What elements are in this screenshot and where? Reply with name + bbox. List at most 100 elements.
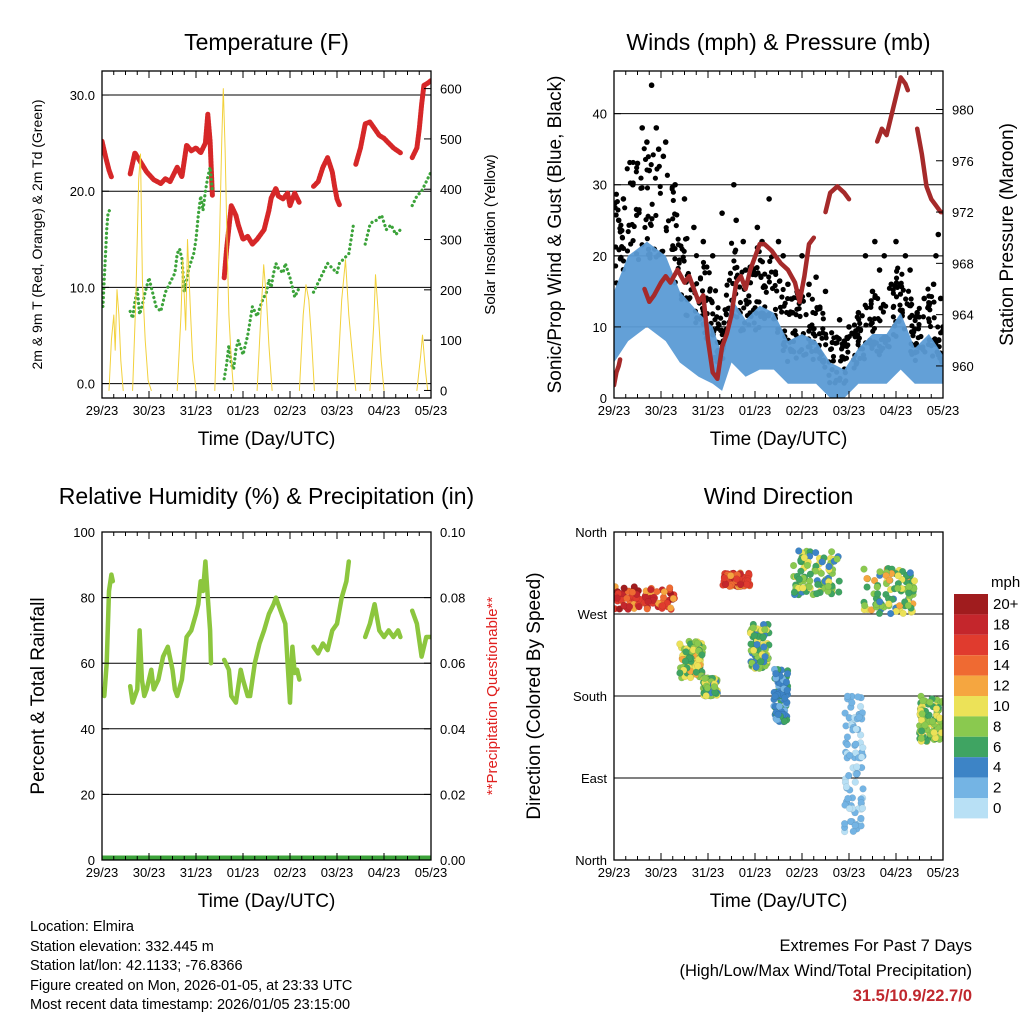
direction-point — [628, 588, 637, 596]
x-tick-label: 31/23 — [692, 865, 725, 880]
direction-point — [623, 594, 631, 602]
gust-point — [760, 284, 766, 291]
y2-tick-label: 0.00 — [440, 853, 465, 868]
x-tick-label: 30/23 — [645, 403, 678, 418]
direction-point — [843, 733, 852, 741]
x-axis-label: Time (Day/UTC) — [710, 429, 848, 450]
gust-point — [742, 267, 749, 273]
gust-point — [614, 198, 620, 205]
gust-point — [855, 309, 862, 316]
gust-point — [754, 299, 760, 305]
direction-point — [759, 633, 767, 641]
gust-point — [719, 210, 725, 216]
gust-point — [774, 288, 780, 294]
panel-winds: Winds (mph) & Pressure (mb) 29/23 30/23 31/… — [545, 29, 1018, 450]
gust-point — [888, 281, 895, 288]
series-solar-insolation — [132, 153, 152, 391]
y-tick-label: 20 — [81, 787, 95, 802]
direction-point — [930, 729, 938, 737]
gust-point — [664, 172, 670, 178]
direction-point — [835, 588, 843, 596]
direction-point — [795, 547, 803, 555]
direction-point — [873, 583, 881, 591]
gust-point — [768, 269, 775, 275]
gust-point — [820, 316, 826, 322]
x-axis-label: Time (Day/UTC) — [710, 891, 848, 912]
direction-point — [899, 609, 907, 617]
direction-point — [917, 734, 925, 742]
gust-point — [644, 236, 650, 242]
legend-swatch — [954, 614, 988, 635]
series-station-pressure — [823, 184, 852, 215]
gust-point — [766, 196, 772, 202]
gust-point — [675, 236, 681, 242]
gust-point — [806, 292, 812, 298]
direction-point — [874, 590, 882, 598]
gust-point — [931, 299, 937, 305]
gust-point — [907, 314, 913, 321]
gust-point — [660, 153, 667, 160]
gust-point — [897, 302, 903, 308]
y2-tick-label: 964 — [952, 308, 974, 323]
series-station-pressure — [614, 357, 623, 388]
gust-point — [639, 125, 645, 131]
gust-point — [777, 304, 784, 310]
gust-point — [893, 294, 900, 300]
gust-point — [812, 310, 818, 317]
y2-tick-label: 0 — [440, 383, 447, 398]
direction-point — [853, 763, 861, 771]
gust-point — [758, 273, 764, 279]
direction-point — [824, 582, 832, 590]
direction-point — [833, 555, 841, 563]
direction-point — [761, 625, 769, 634]
direction-point — [876, 598, 884, 606]
gust-point — [737, 299, 744, 306]
gust-point — [935, 324, 941, 330]
gust-point — [845, 349, 851, 355]
gust-point — [740, 238, 747, 245]
gust-point — [836, 317, 843, 323]
direction-point — [814, 580, 822, 589]
gust-point — [856, 316, 862, 323]
direction-point — [899, 567, 907, 576]
gust-point — [646, 167, 653, 174]
y-tick-label: 10 — [593, 320, 607, 335]
gust-point — [644, 139, 650, 145]
direction-point — [906, 569, 914, 577]
gust-point — [789, 309, 796, 316]
gust-point — [639, 185, 645, 191]
direction-point — [882, 572, 890, 580]
y-tick-label: West — [578, 607, 608, 622]
x-axis-label: Time (Day/UTC) — [198, 891, 336, 912]
gust-point — [937, 295, 943, 302]
direction-point — [698, 651, 706, 659]
gust-point — [672, 181, 678, 188]
panel-rh: Relative Humidity (%) & Precipitation (i… — [28, 483, 501, 912]
gust-point — [767, 258, 773, 264]
y-tick-label: 0 — [88, 853, 95, 868]
gust-point — [868, 304, 874, 310]
gust-point — [641, 146, 647, 152]
gust-point — [691, 224, 697, 231]
legend-label: 4 — [993, 759, 1001, 776]
x-tick-label: 05/23 — [927, 865, 960, 880]
gust-point — [869, 288, 876, 295]
y-tick-label: 30 — [593, 178, 607, 193]
gust-point — [709, 253, 716, 259]
gust-point — [645, 213, 651, 219]
direction-point — [686, 674, 695, 682]
y2-axis-label: **Precipitation Questionable** — [484, 597, 501, 796]
gust-point — [827, 346, 834, 352]
direction-point — [852, 740, 860, 748]
direction-point — [855, 713, 863, 721]
y-tick-label: North — [575, 525, 607, 540]
gust-point — [672, 256, 678, 262]
gust-point — [762, 271, 768, 277]
gust-point — [700, 259, 707, 266]
gust-point — [624, 248, 631, 254]
gust-point — [877, 318, 883, 324]
direction-point — [749, 624, 757, 632]
direction-point — [783, 686, 791, 694]
y-tick-label: 100 — [73, 525, 95, 540]
